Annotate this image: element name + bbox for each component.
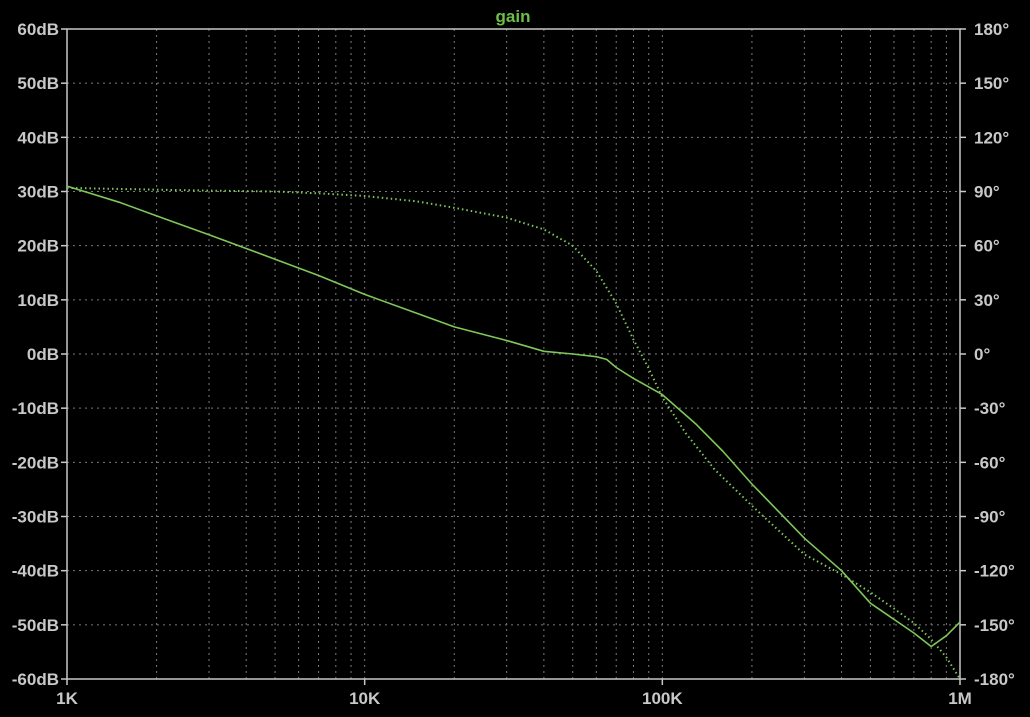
left-tick-label: 60dB xyxy=(17,20,59,39)
x-tick-label: 1M xyxy=(948,689,972,708)
right-tick-label: -150° xyxy=(974,616,1015,635)
right-tick-label: -120° xyxy=(974,562,1015,581)
left-tick-label: 20dB xyxy=(17,237,59,256)
right-tick-label: -60° xyxy=(974,453,1006,472)
traces xyxy=(66,185,961,680)
right-axis-labels: 180° 150° 120° 90° 60° 30° 0° -30° -60° -90° -120°… xyxy=(960,20,1015,689)
left-tick-label: 40dB xyxy=(17,128,59,147)
x-axis-labels: 1K 10K 100K 1M xyxy=(56,679,972,708)
right-tick-label: 180° xyxy=(974,20,1009,39)
right-tick-label: -90° xyxy=(974,508,1006,527)
right-tick-label: 150° xyxy=(974,74,1009,93)
left-tick-label: -60dB xyxy=(12,670,59,689)
left-axis-labels: 60dB 50dB 40dB 30dB 20dB 10dB 0dB -10dB -20dB -30… xyxy=(12,20,67,689)
right-tick-label: 0° xyxy=(974,345,990,364)
magnitude-trace xyxy=(66,185,961,648)
right-tick-label: 90° xyxy=(974,183,1000,202)
right-tick-label: -180° xyxy=(974,670,1015,689)
left-tick-label: -50dB xyxy=(12,616,59,635)
left-tick-label: 50dB xyxy=(17,74,59,93)
left-tick-label: -10dB xyxy=(12,399,59,418)
left-tick-label: 30dB xyxy=(17,183,59,202)
left-tick-label: 10dB xyxy=(17,291,59,310)
phase-trace xyxy=(66,186,961,680)
right-tick-label: 30° xyxy=(974,291,1000,310)
x-tick-label: 1K xyxy=(56,689,78,708)
right-tick-label: -30° xyxy=(974,399,1006,418)
plot-title: gain xyxy=(496,7,531,26)
x-tick-label: 100K xyxy=(642,689,683,708)
x-tick-label: 10K xyxy=(349,689,381,708)
left-tick-label: -20dB xyxy=(12,453,59,472)
right-tick-label: 60° xyxy=(974,237,1000,256)
right-tick-label: 120° xyxy=(974,128,1009,147)
left-tick-label: -40dB xyxy=(12,562,59,581)
left-tick-label: -30dB xyxy=(12,508,59,527)
left-tick-label: 0dB xyxy=(27,345,59,364)
